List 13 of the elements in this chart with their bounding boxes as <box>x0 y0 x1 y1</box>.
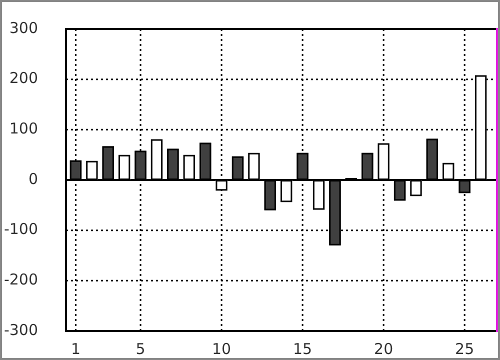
y-tick-label: 200 <box>9 69 38 88</box>
x-tick-label: 20 <box>374 340 394 358</box>
x-tick-label: 15 <box>293 340 312 358</box>
y-tick-label: -100 <box>4 220 38 238</box>
y-tick-label: 100 <box>9 120 38 138</box>
x-tick-label: 25 <box>455 340 474 358</box>
y-tick-label: 300 <box>9 18 38 37</box>
y-tick-label: 0 <box>28 170 38 188</box>
y-tick-label: -200 <box>4 270 38 289</box>
y-tick-label: -300 <box>4 320 38 339</box>
x-tick-label: 1 <box>70 340 80 358</box>
x-tick-label: 5 <box>136 340 146 358</box>
x-tick-label: 10 <box>212 340 232 358</box>
